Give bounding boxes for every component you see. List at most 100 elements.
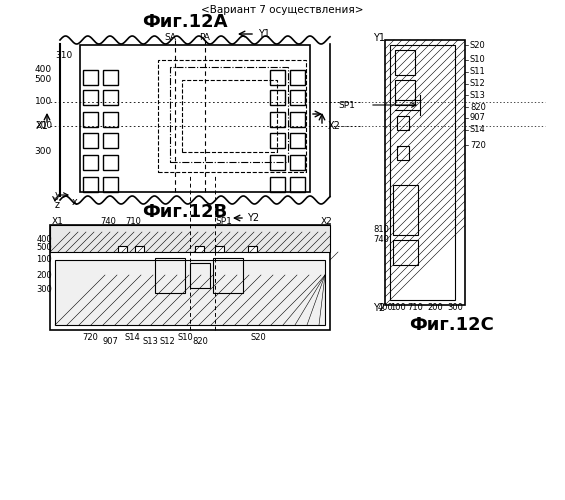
Bar bbox=[55, 260, 325, 325]
Bar bbox=[83, 177, 98, 192]
Bar bbox=[290, 112, 305, 127]
Text: X2: X2 bbox=[328, 121, 341, 131]
Bar bbox=[290, 90, 305, 105]
Text: Y2: Y2 bbox=[373, 303, 385, 313]
Bar bbox=[103, 90, 118, 105]
Text: 200: 200 bbox=[36, 270, 52, 280]
Bar bbox=[83, 155, 98, 170]
Bar bbox=[170, 67, 288, 162]
Text: Y2: Y2 bbox=[247, 213, 259, 223]
Bar bbox=[83, 112, 98, 127]
Text: SA: SA bbox=[164, 34, 176, 42]
Bar bbox=[135, 246, 144, 252]
Bar bbox=[50, 225, 330, 252]
Bar bbox=[395, 80, 415, 105]
Bar bbox=[397, 116, 409, 130]
Bar bbox=[393, 185, 418, 235]
Text: 907: 907 bbox=[102, 338, 118, 346]
Bar bbox=[83, 133, 98, 148]
Text: S14: S14 bbox=[470, 126, 486, 134]
Text: 720: 720 bbox=[470, 140, 486, 149]
Text: S13: S13 bbox=[470, 90, 486, 100]
Bar bbox=[270, 70, 285, 85]
Bar bbox=[83, 70, 98, 85]
Text: 300: 300 bbox=[447, 304, 463, 312]
Bar bbox=[50, 225, 330, 330]
Text: 310: 310 bbox=[55, 50, 72, 59]
Text: S13: S13 bbox=[142, 338, 158, 346]
Text: 400: 400 bbox=[377, 304, 393, 312]
Text: SP1: SP1 bbox=[215, 216, 232, 226]
Bar bbox=[103, 155, 118, 170]
Text: Фиг.12С: Фиг.12С bbox=[410, 316, 494, 334]
Text: S14: S14 bbox=[124, 332, 140, 342]
Bar bbox=[270, 177, 285, 192]
Text: 300: 300 bbox=[36, 286, 52, 294]
Text: y: y bbox=[55, 190, 61, 200]
Text: 100: 100 bbox=[36, 256, 52, 264]
Text: S20: S20 bbox=[470, 40, 486, 50]
Text: Y1: Y1 bbox=[373, 33, 385, 43]
Text: Фиг.12А: Фиг.12А bbox=[142, 13, 228, 31]
Bar bbox=[270, 155, 285, 170]
Bar bbox=[270, 90, 285, 105]
Text: S12: S12 bbox=[470, 80, 486, 88]
Text: S11: S11 bbox=[470, 68, 486, 76]
Bar bbox=[182, 80, 277, 152]
Bar bbox=[103, 70, 118, 85]
Text: 300: 300 bbox=[35, 148, 52, 156]
Bar bbox=[395, 50, 415, 75]
Text: S12: S12 bbox=[159, 338, 175, 346]
Text: 200: 200 bbox=[427, 304, 443, 312]
Bar bbox=[195, 246, 204, 252]
Text: X1: X1 bbox=[36, 121, 49, 131]
Text: <Вариант 7 осуществления>: <Вариант 7 осуществления> bbox=[201, 5, 363, 15]
Bar bbox=[397, 146, 409, 160]
Text: 500: 500 bbox=[36, 242, 52, 252]
Text: PA: PA bbox=[199, 34, 210, 42]
Text: 820: 820 bbox=[192, 338, 208, 346]
Text: 200: 200 bbox=[35, 122, 52, 130]
Text: 820: 820 bbox=[470, 102, 486, 112]
Text: 100: 100 bbox=[35, 98, 52, 106]
Bar bbox=[155, 258, 185, 293]
Text: 907: 907 bbox=[470, 114, 486, 122]
Text: S10: S10 bbox=[470, 56, 486, 64]
Bar bbox=[118, 246, 127, 252]
Text: 710: 710 bbox=[407, 304, 423, 312]
Text: 720: 720 bbox=[82, 332, 98, 342]
Bar bbox=[103, 177, 118, 192]
Text: Фиг.12В: Фиг.12В bbox=[142, 203, 228, 221]
Bar bbox=[385, 40, 465, 305]
Text: S20: S20 bbox=[250, 332, 266, 342]
Bar bbox=[83, 90, 98, 105]
Text: 810: 810 bbox=[373, 226, 389, 234]
Bar bbox=[393, 240, 418, 265]
Text: 740: 740 bbox=[100, 216, 116, 226]
Text: X2: X2 bbox=[321, 216, 333, 226]
Bar bbox=[158, 60, 306, 172]
Bar bbox=[248, 246, 257, 252]
Bar bbox=[270, 133, 285, 148]
Bar bbox=[213, 258, 243, 293]
Text: 740: 740 bbox=[373, 236, 389, 244]
Text: Y1: Y1 bbox=[258, 29, 270, 39]
Bar bbox=[390, 45, 455, 300]
Bar bbox=[80, 45, 310, 192]
Text: X1: X1 bbox=[52, 216, 64, 226]
Bar bbox=[290, 177, 305, 192]
Text: x: x bbox=[72, 197, 78, 207]
Bar bbox=[290, 70, 305, 85]
Text: 100: 100 bbox=[390, 304, 406, 312]
Bar bbox=[290, 155, 305, 170]
Bar bbox=[215, 246, 224, 252]
Text: S10: S10 bbox=[177, 332, 193, 342]
Bar bbox=[290, 133, 305, 148]
Bar bbox=[103, 133, 118, 148]
Text: 400: 400 bbox=[35, 66, 52, 74]
Bar bbox=[190, 263, 210, 288]
Text: 710: 710 bbox=[125, 216, 141, 226]
Text: 400: 400 bbox=[36, 234, 52, 244]
Text: z: z bbox=[55, 200, 60, 210]
Text: SP1: SP1 bbox=[338, 100, 355, 110]
